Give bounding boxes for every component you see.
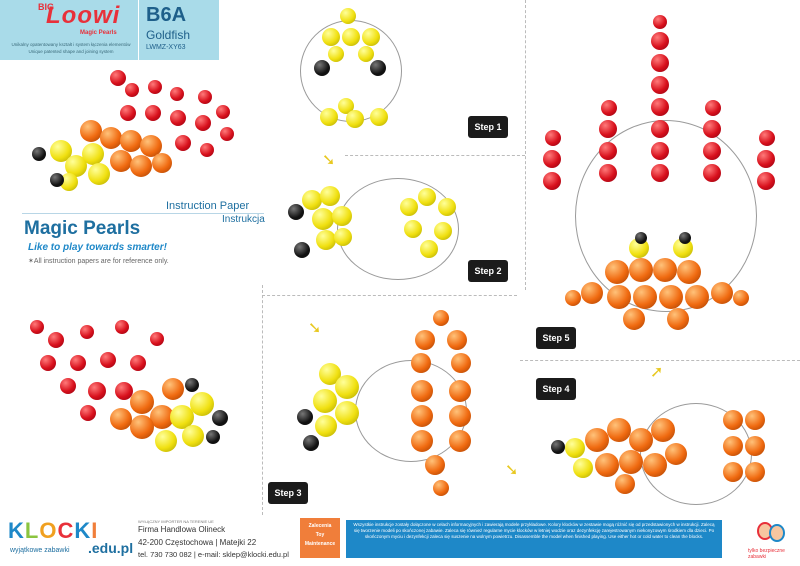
instrukcja-label: Instrukcja — [222, 214, 265, 225]
klocki-letter: C — [57, 518, 75, 543]
step-arrow-1: ➘ — [322, 152, 336, 169]
care-warning-box: Wszystkie instrukcje zostały dołączone w… — [346, 520, 722, 558]
klocki-logo: KLOCKI — [8, 518, 98, 544]
column-divider-right — [525, 0, 526, 290]
klocki-letter: O — [39, 518, 58, 543]
row-divider-2 — [262, 295, 517, 296]
step-3-illustration — [285, 305, 495, 510]
product-sku: LWMZ-XY63 — [146, 44, 186, 51]
importer-name: Firma Handlowa Olineck — [138, 525, 226, 534]
importer-heading: WYŁĄCZNY IMPORTER NA TERENIE UE — [138, 519, 214, 524]
step-5-illustration — [535, 10, 785, 335]
row-divider-1 — [345, 155, 525, 156]
klocki-domain: .edu.pl — [88, 540, 134, 556]
reference-note: ✶All instruction papers are for referenc… — [28, 258, 169, 265]
step-3-label: Step 3 — [268, 482, 308, 504]
logo-big-text: BIG — [38, 2, 55, 12]
product-name: Goldfish — [146, 28, 191, 42]
klocki-letter: I — [91, 518, 99, 543]
importer-contact: tel. 730 730 082 | e-mail: sklep@klocki.… — [138, 550, 289, 559]
step-2-label: Step 2 — [468, 260, 508, 282]
tagline-pl: Unikalny opatentowany kształt i system ł… — [11, 42, 131, 47]
brand-title: Magic Pearls — [24, 218, 141, 239]
brand-header — [0, 0, 138, 60]
product-code: B6A — [146, 4, 187, 26]
step-arrow-4: ➚ — [650, 364, 664, 381]
row-divider-3 — [520, 360, 800, 361]
goldfish-model-image-1 — [20, 65, 250, 195]
step-arrow-3: ➘ — [505, 462, 519, 479]
maintenance-text: Zalecenia Toy Maintenance — [304, 523, 336, 547]
step-arrow-2: ➘ — [308, 320, 322, 337]
logo-subtitle: Magic Pearls — [80, 30, 117, 36]
klocki-tagline: wyjątkowe zabawki — [10, 547, 70, 554]
intro-divider — [22, 213, 264, 214]
slogan: Like to play towards smarter! — [28, 242, 167, 253]
column-divider-left — [262, 285, 263, 515]
step-4-label: Step 4 — [536, 378, 576, 400]
importer-address: 42-200 Częstochowa | Matejki 22 — [138, 538, 257, 547]
klocki-letter: L — [24, 518, 40, 543]
goldfish-model-image-2 — [20, 310, 250, 470]
kid-safe-label: tylko bezpieczne zabawki — [748, 548, 785, 560]
maintenance-badge: Zalecenia Toy Maintenance — [300, 518, 340, 558]
instruction-paper-label: Instruction Paper — [166, 200, 250, 212]
product-header — [138, 0, 219, 60]
step-2-illustration — [282, 168, 482, 283]
tagline-en: Unique patented shape and joining system — [28, 49, 114, 54]
step-1-illustration — [300, 8, 410, 133]
klocki-letter: K — [74, 518, 92, 543]
step-5-label: Step 5 — [536, 327, 576, 349]
loowi-logo: Loowi — [46, 2, 121, 29]
klocki-letter: K — [8, 518, 25, 543]
step-1-label: Step 1 — [468, 116, 508, 138]
kid-safe-icon — [755, 518, 785, 546]
step-4-illustration — [545, 398, 785, 508]
